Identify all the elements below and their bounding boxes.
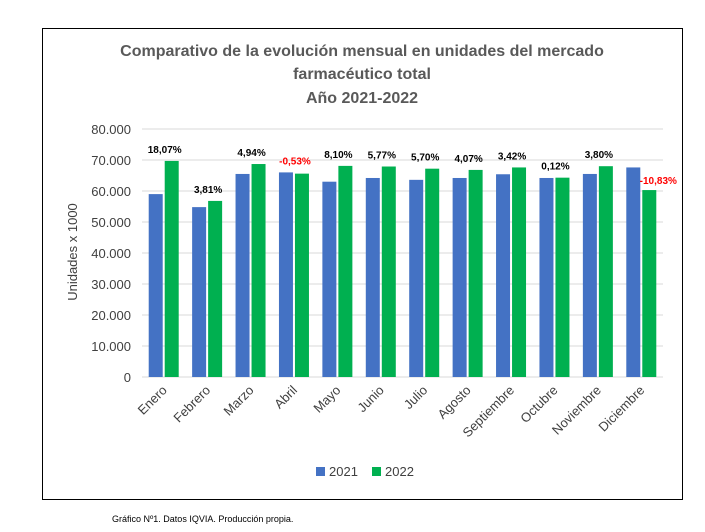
data-label: 4,07% [454,154,482,165]
chart-caption: Gráfico Nº1. Datos IQVIA. Producción pro… [112,514,294,524]
bar-2022 [468,169,483,377]
y-tick-label: 20.000 [91,308,131,323]
x-axis-ticks: Enero Febrero Marzo Abril Mayo Junio Julio Agos… [135,382,648,440]
bar-2021 [496,174,511,377]
chart-title-line: farmacéutico total [293,66,431,83]
y-tick-label: 10.000 [91,339,131,354]
data-label: 4,94% [237,148,265,159]
x-tick-label: Junio [354,383,387,416]
y-tick-label: 50.000 [91,215,131,230]
bar-2021 [365,177,380,377]
data-label: -0,53% [279,156,311,167]
y-tick-label: 40.000 [91,246,131,261]
bar-2021 [322,181,337,377]
bar-2021 [235,173,250,377]
legend: 2021 2022 [316,464,414,479]
x-tick-label: Diciembre [595,383,647,435]
bar-2021 [192,207,207,377]
bar-2022 [208,200,223,377]
bar-2022 [381,166,396,377]
bar-2022 [512,167,527,377]
bar-2021 [452,177,467,377]
bar-2022 [598,166,613,377]
y-axis-ticks: 0 10.000 20.000 30.000 40.000 50.000 60.000 70.… [91,122,131,385]
y-tick-label: 0 [124,370,131,385]
data-labels: 18,07% 3,81% 4,94% -0,53% 8,10% 5,77% 5,70% 4,0… [148,145,677,196]
data-label: 3,42% [498,151,526,162]
legend-label-2022: 2022 [385,464,414,479]
bar-2022 [251,164,266,377]
x-tick-label: Enero [135,383,170,418]
legend-label-2021: 2021 [329,464,358,479]
bar-2022 [425,168,440,377]
bar-2021 [626,167,641,377]
legend-swatch-2022 [372,467,381,476]
data-label: 3,81% [194,185,222,196]
chart-title-line: Año 2021-2022 [306,90,418,107]
x-tick-label: Marzo [221,383,257,419]
y-tick-label: 70.000 [91,153,131,168]
data-label: 18,07% [148,145,182,156]
x-tick-label: Mayo [310,383,343,416]
bar-2021 [582,173,597,377]
data-label: 3,80% [585,150,613,161]
bar-2021 [148,194,163,377]
chart-title: Comparativo de la evolución mensual en u… [120,43,604,107]
y-axis-label: Unidades x 1000 [65,203,80,301]
data-label: 5,77% [368,151,396,162]
bar-2021 [539,177,554,377]
x-tick-label: Agosto [435,383,474,422]
gridlines [142,128,663,378]
y-tick-label: 80.000 [91,122,131,137]
x-tick-label: Octubre [517,383,560,426]
bar-2022 [338,165,353,377]
bar-2021 [278,172,293,377]
chart-title-line: Comparativo de la evolución mensual en u… [120,43,604,60]
legend-swatch-2021 [316,467,325,476]
x-tick-label: Abril [271,382,300,411]
x-tick-label: Febrero [170,383,213,426]
data-label: 8,10% [324,150,352,161]
bars [148,160,657,377]
y-tick-label: 60.000 [91,184,131,199]
y-tick-label: 30.000 [91,277,131,292]
bar-2021 [409,179,424,377]
data-label: -10,83% [640,176,677,187]
x-tick-label: Julio [401,383,431,413]
data-label: 5,70% [411,153,439,164]
bar-2022 [555,177,570,377]
bar-2022 [642,190,657,377]
bar-2022 [294,173,309,377]
bar-2022 [164,160,179,377]
data-label: 0,12% [541,162,569,173]
